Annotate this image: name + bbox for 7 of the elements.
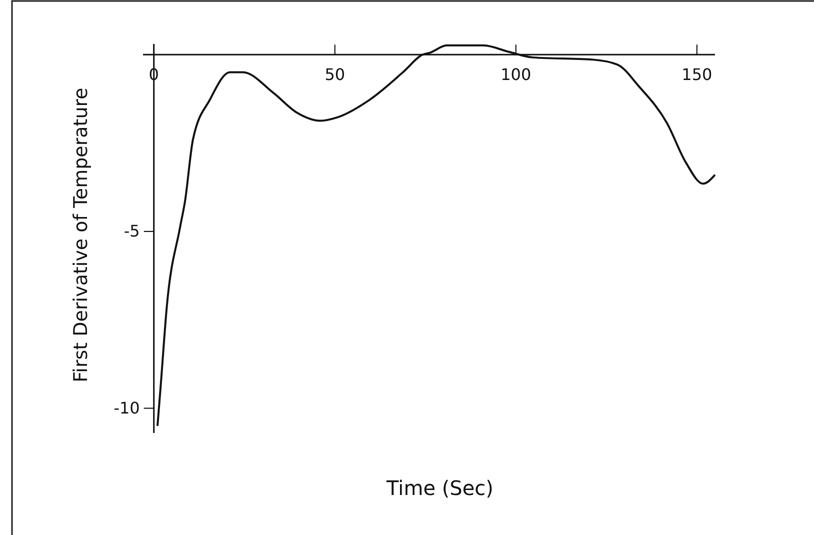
- x-tick-label: 50: [324, 64, 346, 84]
- x-axis-title: Time (Sec): [386, 476, 494, 500]
- y-tick-label: -10: [114, 398, 140, 418]
- y-tick-label: -5: [124, 222, 140, 241]
- x-tick-label: 100: [500, 64, 532, 84]
- x-tick-label: 150: [682, 64, 712, 84]
- y-axis-title: First Derivative of Temperature: [70, 88, 92, 382]
